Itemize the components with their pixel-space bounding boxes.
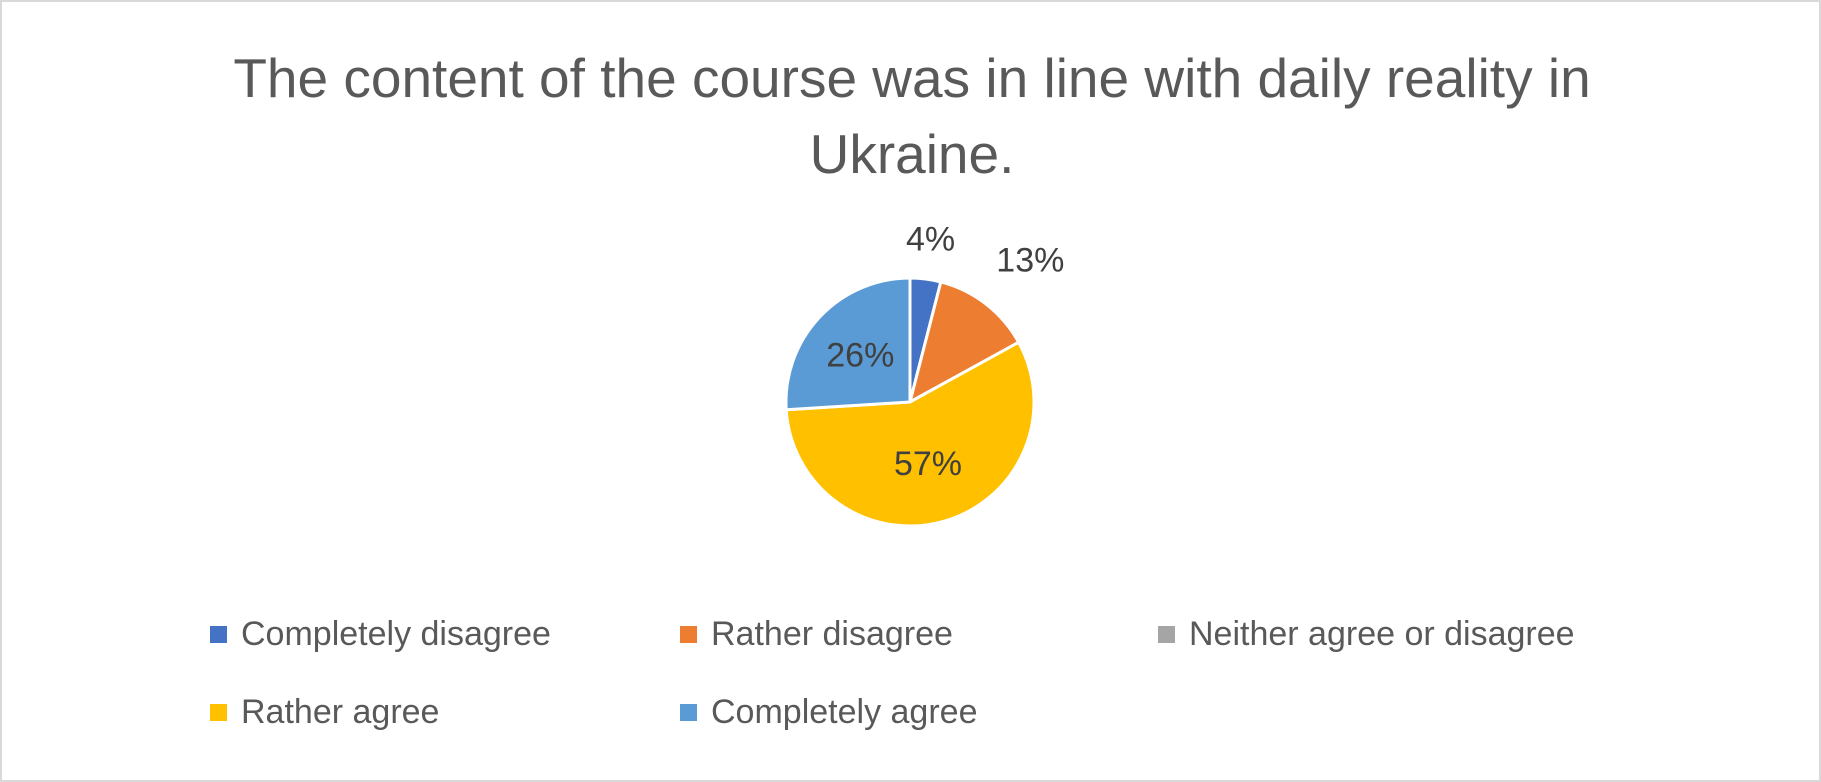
legend-item: Neither agree or disagree: [1158, 612, 1575, 656]
legend-label: Rather agree: [241, 692, 440, 731]
legend-swatch: [680, 625, 697, 643]
chart-title: The content of the course was in line wi…: [233, 47, 1591, 185]
legend-label: Rather disagree: [711, 614, 953, 653]
pie-slice-rather-agree: [784, 340, 1036, 528]
legend-label: Completely agree: [711, 692, 978, 731]
data-label: 13%: [996, 242, 1064, 280]
pie-slice-rather-disagree: [908, 280, 1021, 404]
legend-swatch: [1158, 625, 1175, 643]
legend-label: Completely disagree: [241, 614, 551, 653]
legend-item: Completely disagree: [210, 612, 551, 656]
legend-swatch: [210, 703, 227, 721]
legend-item: Rather agree: [210, 690, 439, 734]
legend-swatch: [680, 703, 697, 721]
data-label: 4%: [906, 221, 955, 259]
data-label: 26%: [826, 336, 894, 374]
legend-label: Neither agree or disagree: [1189, 614, 1575, 653]
legend-item: Rather disagree: [680, 612, 953, 656]
legend-item: Completely agree: [680, 690, 977, 734]
data-label: 57%: [894, 445, 962, 483]
legend-swatch: [210, 625, 227, 643]
pie-slice-completely-agree: [784, 276, 912, 412]
